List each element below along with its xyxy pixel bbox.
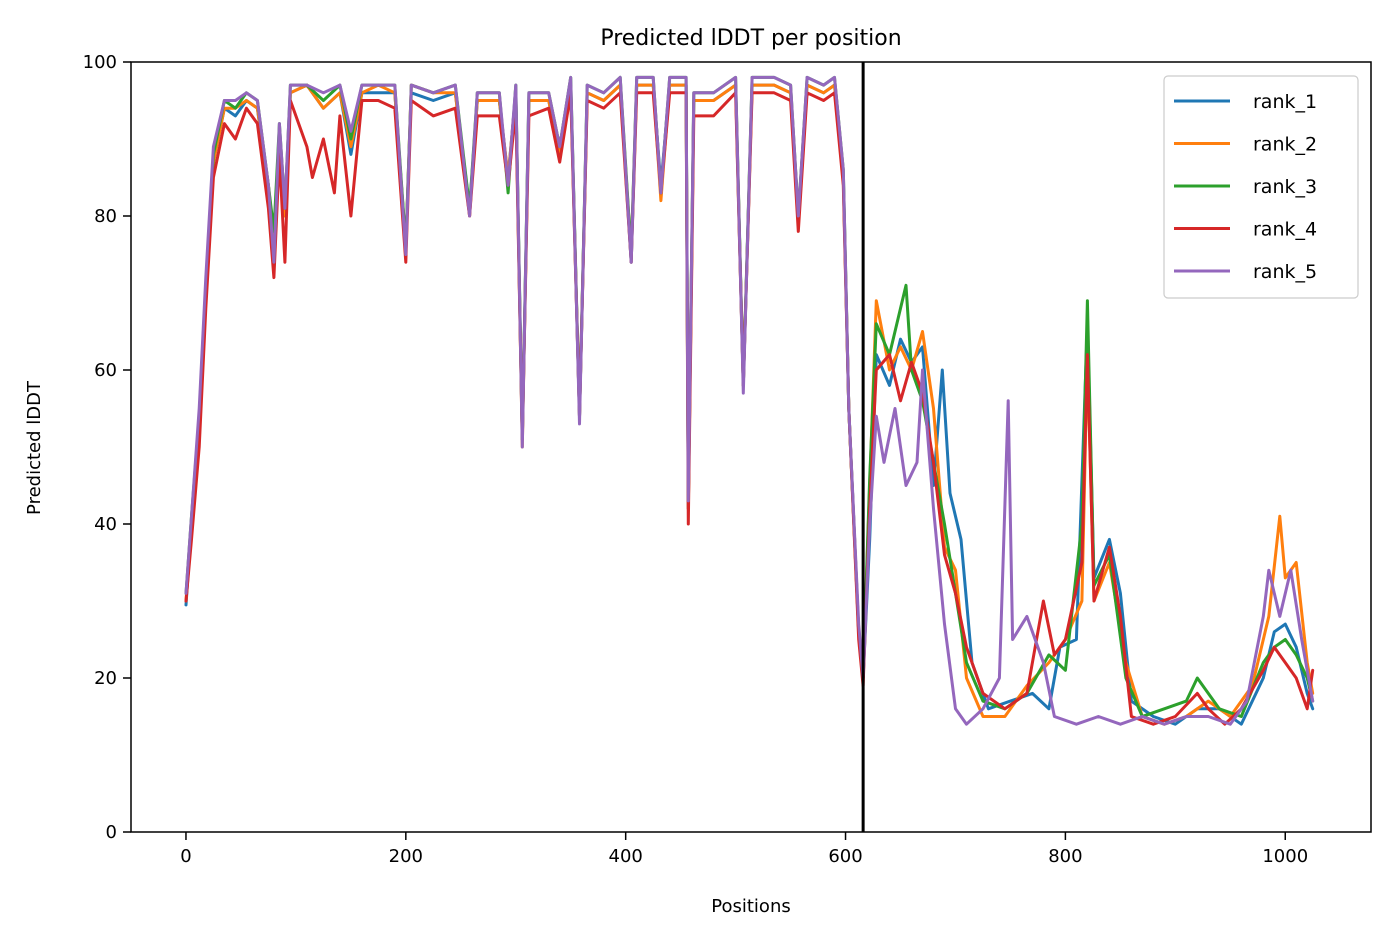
legend-label-rank_1: rank_1 bbox=[1253, 91, 1317, 113]
y-tick-label: 80 bbox=[94, 206, 117, 227]
legend-label-rank_5: rank_5 bbox=[1253, 261, 1317, 283]
plot-frame bbox=[130, 61, 1372, 833]
y-tick-label: 60 bbox=[94, 360, 117, 381]
x-tick-label: 0 bbox=[180, 846, 191, 867]
x-tick-label: 600 bbox=[828, 846, 862, 867]
legend-label-rank_2: rank_2 bbox=[1253, 134, 1317, 156]
x-tick-label: 400 bbox=[609, 846, 643, 867]
y-tick-label: 40 bbox=[94, 514, 117, 535]
legend-box bbox=[1163, 75, 1359, 299]
legend-label-rank_4: rank_4 bbox=[1253, 219, 1317, 241]
legend-label-rank_3: rank_3 bbox=[1253, 176, 1317, 198]
y-axis-ticks: 0 20 40 60 80 100 bbox=[83, 52, 131, 843]
x-tick-label: 200 bbox=[389, 846, 423, 867]
x-tick-label: 800 bbox=[1048, 846, 1082, 867]
legend: rank_1 rank_2 rank_3 rank_4 rank_5 bbox=[1163, 75, 1359, 299]
y-axis-label: Predicted lDDT bbox=[24, 380, 45, 515]
legend-items: rank_1 rank_2 rank_3 rank_4 rank_5 bbox=[1174, 91, 1317, 283]
y-tick-label: 100 bbox=[83, 52, 117, 73]
series-layer bbox=[184, 75, 1315, 726]
y-tick-label: 0 bbox=[106, 822, 117, 843]
x-axis-label: Positions bbox=[711, 896, 790, 917]
y-tick-label: 20 bbox=[94, 668, 117, 689]
chart-title: Predicted lDDT per position bbox=[600, 26, 901, 51]
series-line-rank_5 bbox=[184, 75, 1315, 726]
x-axis-ticks: 0 200 400 600 800 1000 bbox=[180, 832, 1308, 867]
x-tick-label: 1000 bbox=[1262, 846, 1308, 867]
